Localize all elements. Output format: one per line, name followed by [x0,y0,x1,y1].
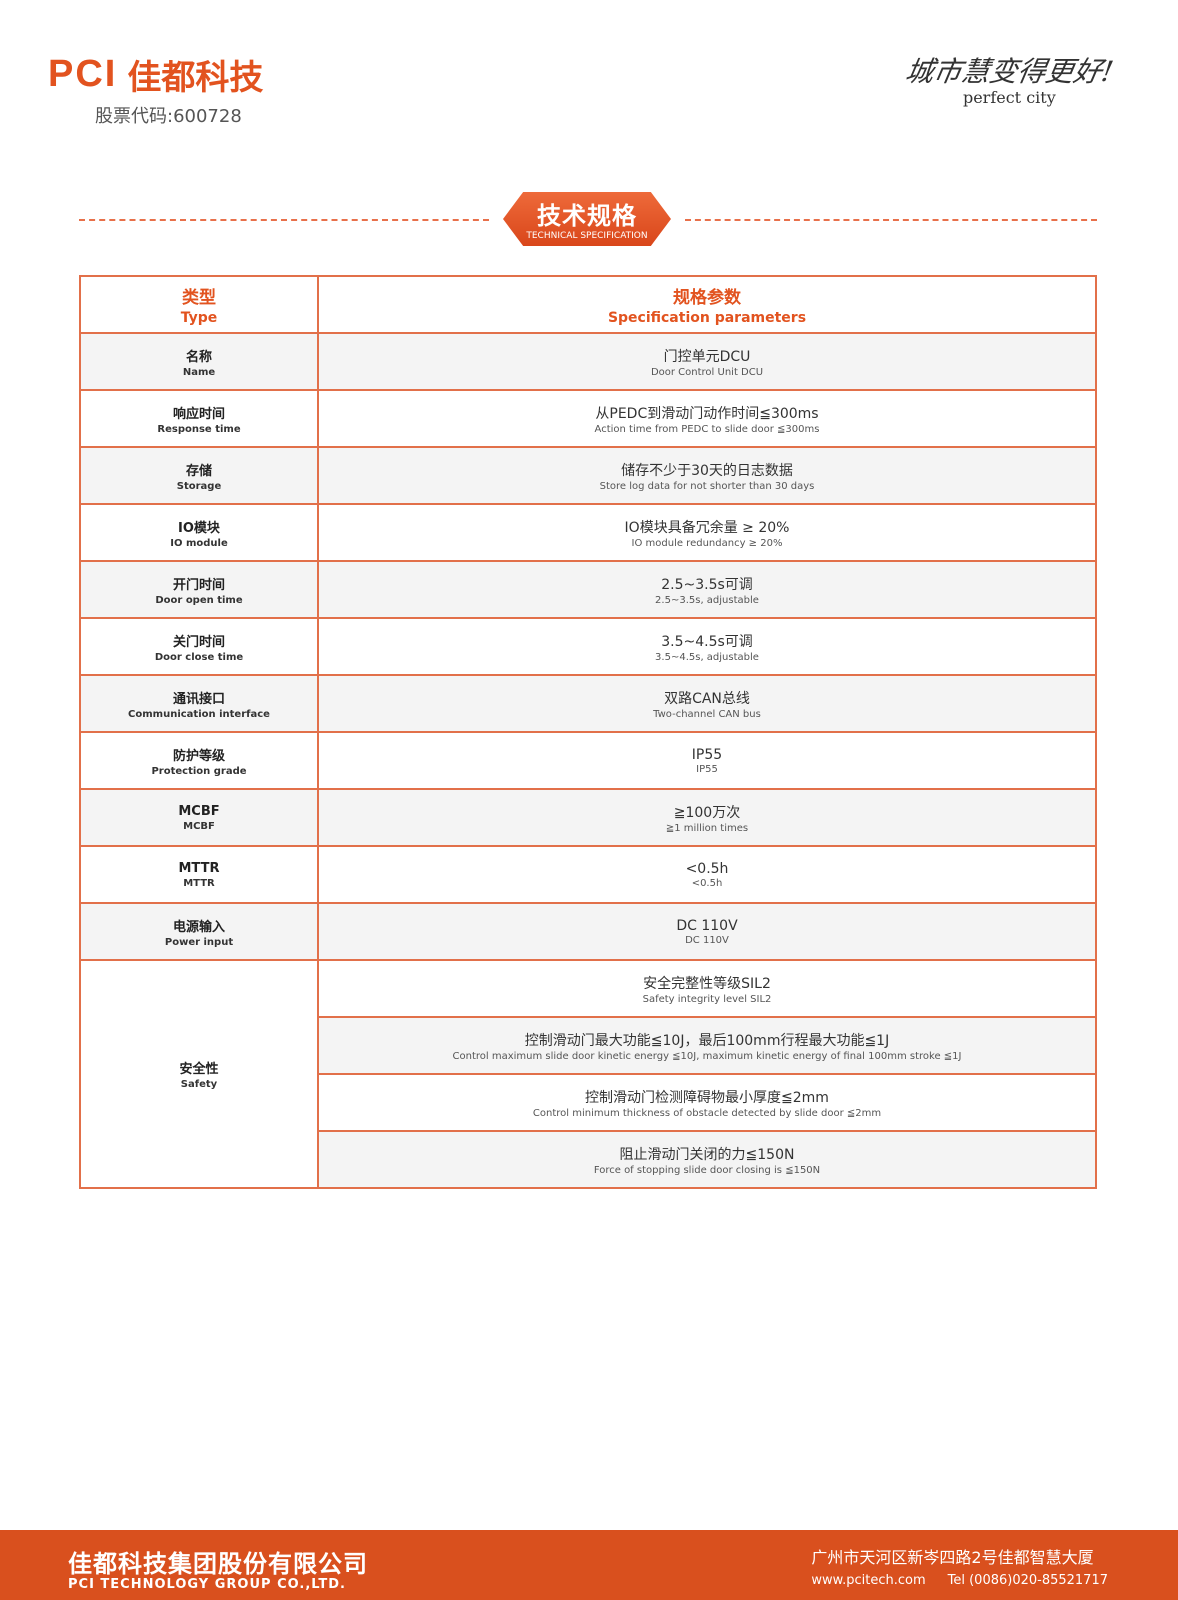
header-type-en: Type [180,310,218,326]
type-cn: 开门时间 [172,577,225,593]
footer: 佳都科技集团股份有限公司 PCI TECHNOLOGY GROUP CO.,LT… [0,1530,1178,1600]
type-cn: 安全性 [179,1062,219,1077]
type-cn: 存储 [185,463,212,479]
footer-company-cn: 佳都科技集团股份有限公司 [68,1550,368,1578]
table-row-safety: 控制滑动门最大功能≦10J，最后100mm行程最大功能≦1J Control ma… [80,1016,1097,1075]
type-cn: MCBF [178,803,220,819]
table-row: MTTR MTTR <0.5h <0.5h [79,845,1097,904]
footer-website[interactable]: www.pcitech.com [811,1573,926,1588]
table-row: 存储 Storage 储存不少于30天的日志数据 Store log data for… [79,446,1097,505]
section-title-badge: 技术规格 TECHNICAL SPECIFICATION [503,192,671,246]
logo-en: PCI [48,53,118,95]
type-en: Door close time [154,651,244,663]
footer-address: 广州市天河区新岑四路2号佳都智慧大厦 [811,1548,1094,1567]
value-cn: 控制滑动门检测障碍物最小厚度≦2mm [585,1089,829,1106]
type-en: Protection grade [151,765,247,777]
type-en: MTTR [183,877,215,889]
type-en: Safety [180,1079,218,1090]
header-spec-cn: 规格参数 [673,288,741,308]
table-row-safety: 控制滑动门检测障碍物最小厚度≦2mm Control minimum thickn… [80,1073,1097,1132]
value-en: Store log data for not shorter than 30 d… [599,480,815,492]
value-en: Door Control Unit DCU [650,366,764,378]
value-cn: ≧100万次 [673,804,741,821]
type-en: Communication interface [128,708,270,720]
type-cn: 名称 [185,349,212,365]
table-row: MCBF MCBF ≧100万次 ≧1 million times [79,788,1097,847]
value-cn: 门控单元DCU [663,348,751,365]
value-cn: 阻止滑动门关闭的力≦150N [619,1146,795,1163]
section-title-en: TECHNICAL SPECIFICATION [526,231,648,241]
value-en: Control minimum thickness of obstacle de… [532,1107,882,1119]
type-cn: IO模块 [178,520,220,536]
type-cn: 防护等级 [172,748,225,764]
value-en: IP55 [696,763,718,775]
value-cn: <0.5h [685,860,729,877]
type-cn: 通讯接口 [172,691,225,707]
value-en: Action time from PEDC to slide door ≦300… [594,423,820,435]
slogan-en: perfect city [962,88,1056,107]
value-cn: DC 110V [676,917,738,934]
table-row: 防护等级 Protection grade IP55 IP55 [79,731,1097,790]
type-en: Response time [157,423,241,435]
type-cn: 关门时间 [172,634,225,650]
value-en: 3.5~4.5s, adjustable [655,651,759,663]
value-cn: 控制滑动门最大功能≦10J，最后100mm行程最大功能≦1J [524,1032,890,1049]
table-row-safety: 安全性 Safety 安全完整性等级SIL2 Safety integrity lev… [79,959,1097,1189]
value-en: Control maximum slide door kinetic energ… [452,1050,962,1062]
header-spec-en: Specification parameters [607,310,807,326]
table-row: 名称 Name 门控单元DCU Door Control Unit DCU [79,332,1097,391]
logo-cn: 佳都科技 [127,58,264,98]
type-cn: 电源输入 [172,919,225,935]
type-en: Power input [164,936,234,948]
value-en: ≧1 million times [665,822,749,834]
type-en: Door open time [155,594,243,606]
type-en: Name [182,366,216,378]
divider-left [79,219,489,221]
value-en: Force of stopping slide door closing is … [593,1164,821,1176]
divider-right [685,219,1097,221]
value-cn: IO模块具备冗余量 ≥ 20% [624,519,790,536]
type-cn: 响应时间 [172,406,225,422]
slogan-cn: 城市慧变得更好! [902,55,1116,88]
footer-company-en: PCI TECHNOLOGY GROUP CO.,LTD. [68,1577,346,1592]
company-logo: PCI 佳都科技 [48,50,263,99]
value-en: Two-channel CAN bus [653,708,761,720]
table-row: 开门时间 Door open time 2.5~3.5s可调 2.5~3.5s, ad… [79,560,1097,619]
footer-tel: Tel (0086)020-85521717 [947,1573,1108,1588]
value-cn: 从PEDC到滑动门动作时间≦300ms [595,405,819,422]
value-cn: 3.5~4.5s可调 [661,633,753,650]
value-en: Safety integrity level SIL2 [642,993,772,1005]
value-cn: IP55 [691,746,723,763]
spec-table: 类型 Type 规格参数 Specification parameters 名称 Na… [79,275,1097,1189]
value-cn: 2.5~3.5s可调 [661,576,753,593]
value-cn: 安全完整性等级SIL2 [643,975,771,992]
type-en: MCBF [183,820,215,832]
value-en: <0.5h [691,877,723,889]
value-cn: 双路CAN总线 [664,690,750,707]
table-row: 电源输入 Power input DC 110V DC 110V [79,902,1097,961]
slogan: 城市慧变得更好! perfect city [903,50,1116,107]
value-cn: 储存不少于30天的日志数据 [621,462,793,479]
type-en: IO module [170,537,228,549]
value-en: IO module redundancy ≥ 20% [631,537,783,549]
value-en: DC 110V [685,934,729,946]
table-header: 类型 Type 规格参数 Specification parameters [79,275,1097,334]
value-en: 2.5~3.5s, adjustable [655,594,759,606]
section-title-cn: 技术规格 [537,202,637,230]
type-cn: MTTR [178,860,220,876]
table-row: 通讯接口 Communication interface 双路CAN总线 Two-ch… [79,674,1097,733]
type-en: Storage [176,480,222,492]
stock-code: 股票代码:600728 [95,106,242,127]
table-row: 关门时间 Door close time 3.5~4.5s可调 3.5~4.5s, a… [79,617,1097,676]
table-row: IO模块 IO module IO模块具备冗余量 ≥ 20% IO module re… [79,503,1097,562]
header-type-cn: 类型 [182,288,216,308]
table-row-safety: 阻止滑动门关闭的力≦150N Force of stopping slide do… [80,1130,1097,1189]
table-row: 响应时间 Response time 从PEDC到滑动门动作时间≦300ms Acti… [79,389,1097,448]
